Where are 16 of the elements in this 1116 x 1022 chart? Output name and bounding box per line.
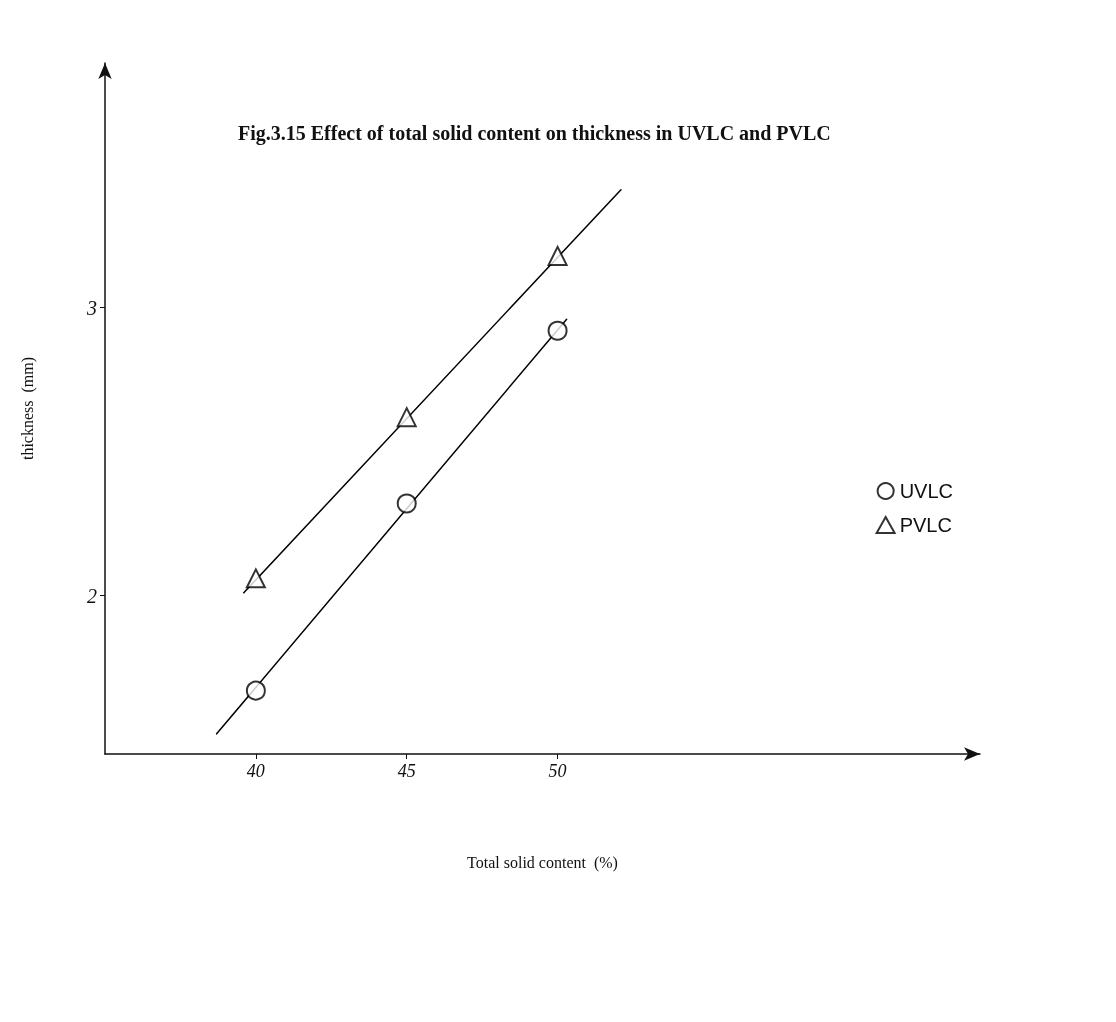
- x-tick-label: 50: [548, 761, 567, 781]
- point: [245, 680, 266, 701]
- x-tick-label: 40: [246, 761, 265, 781]
- point: [396, 407, 417, 428]
- legend-label: UVLC: [899, 480, 954, 502]
- x-axis-title: Total solid content (%): [467, 853, 618, 872]
- y-axis-title: thickness (mm): [18, 356, 37, 461]
- x-tick-label: 45: [397, 761, 416, 781]
- point: [396, 493, 417, 514]
- text: Fig.3.15 Effect of total solid content on thickness in UVLC and PVLC: [238, 122, 831, 145]
- legend-label: PVLC: [899, 514, 952, 536]
- y-tick-label: 3: [86, 296, 97, 319]
- y-tick-label: 2: [87, 584, 97, 607]
- point: [547, 320, 568, 341]
- point: [245, 568, 266, 589]
- point: [547, 245, 568, 266]
